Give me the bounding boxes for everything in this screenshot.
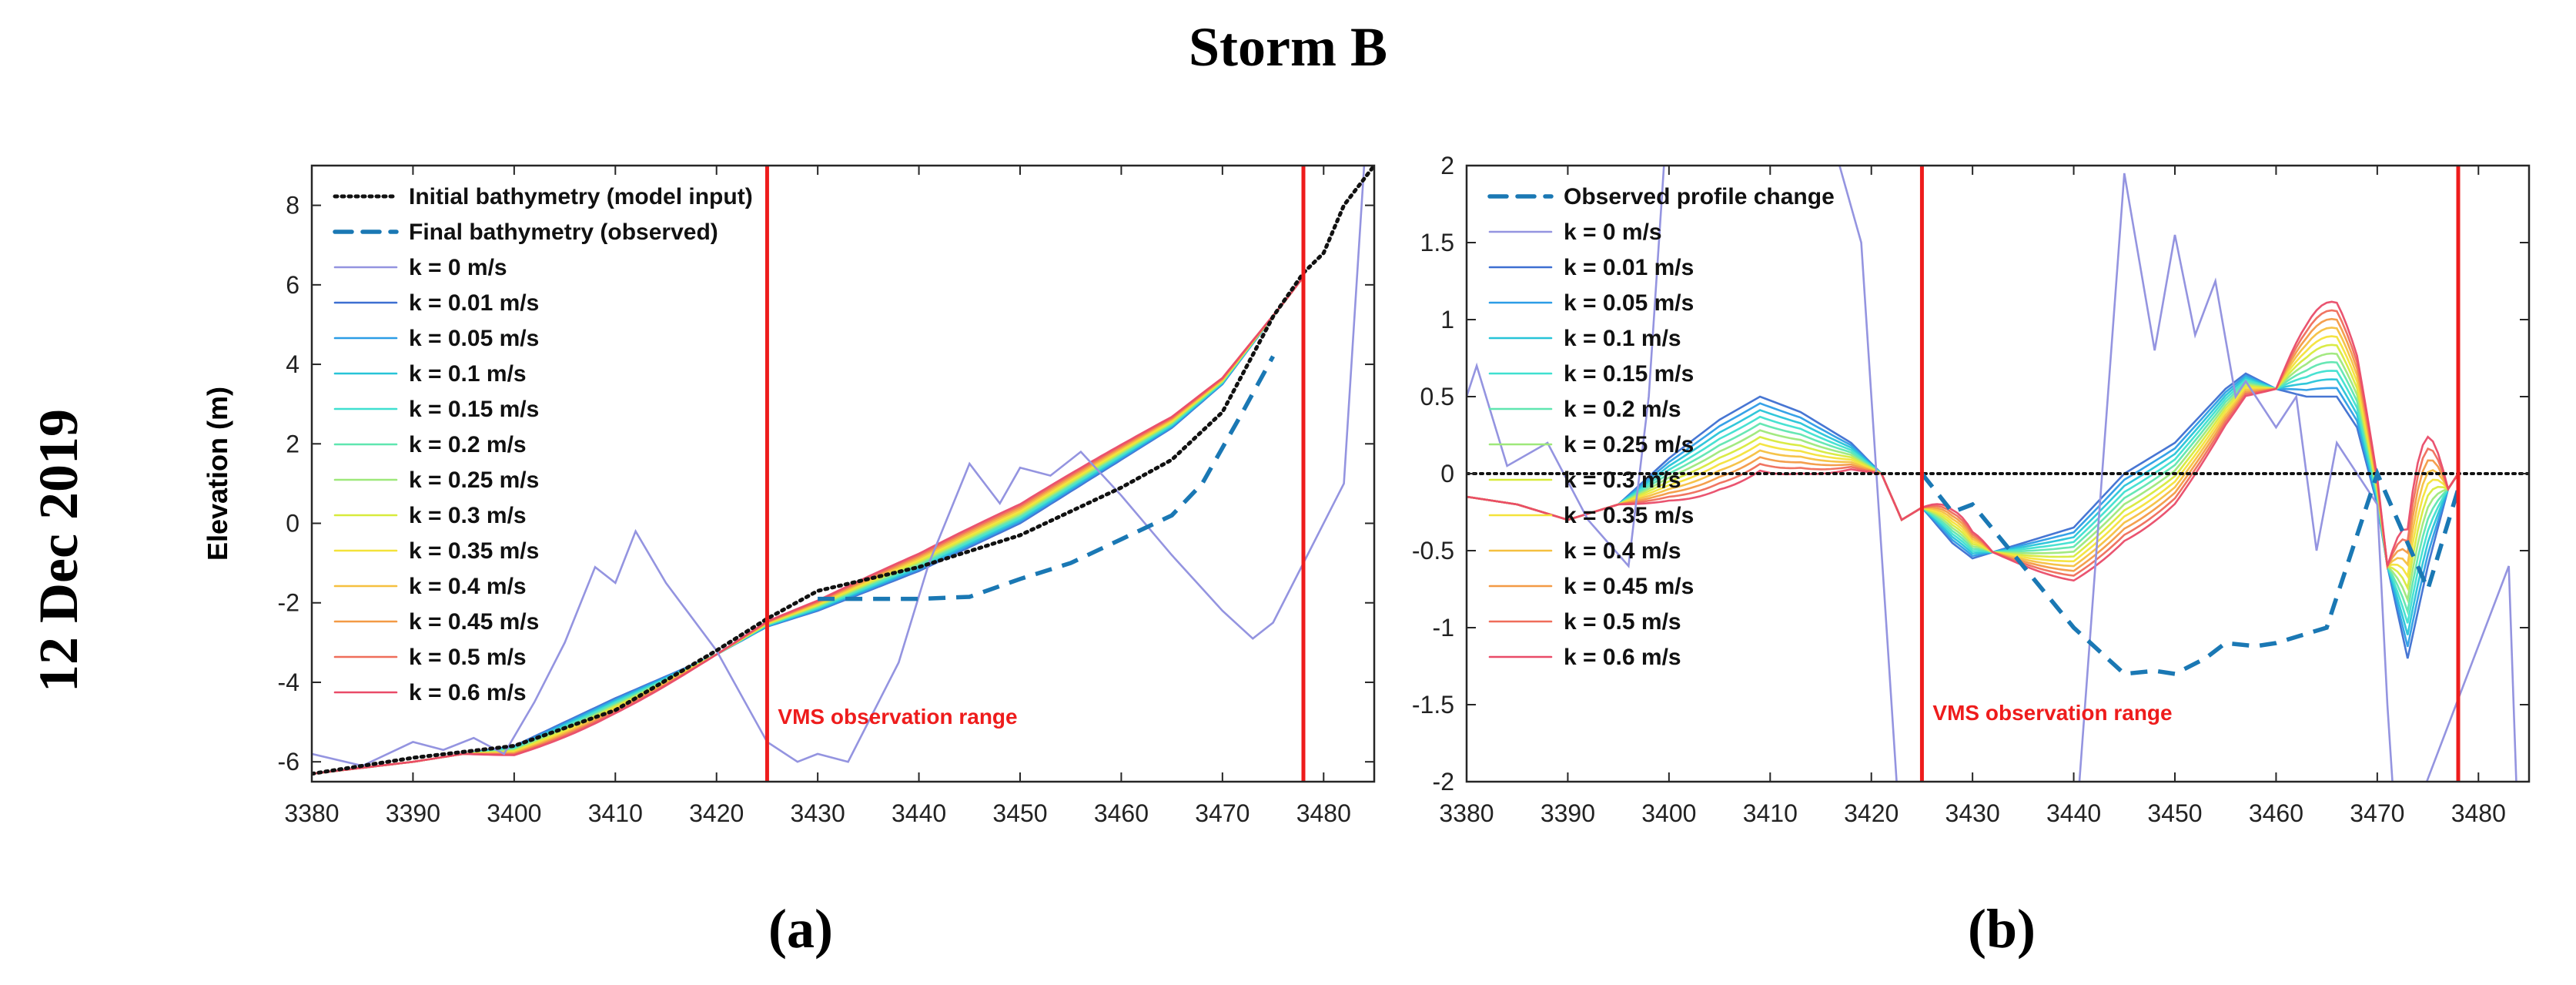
series-line-k11 [1467,309,2460,577]
legend-label-k4: k = 0.15 m/s [1564,361,1694,387]
figure-title: Storm B [1189,16,1387,78]
initial-bathymetry-line [312,166,1374,776]
vms-annotation: VMS observation range [778,705,1017,729]
y-tick-label--1.5: -1.5 [1412,691,1454,719]
x-tick-label-3430: 3430 [791,799,845,827]
series-line-k0 [1467,166,2517,782]
legend-label-k9: k = 0.4 m/s [409,574,527,599]
y-tick-label-8: 8 [286,192,299,219]
x-tick-label-3390: 3390 [1541,799,1595,827]
legend-label-k12: k = 0.6 m/s [409,680,527,705]
panel-a: VMS observation range 3380 3390 3400 3410 342… [202,164,1376,827]
axes-box [310,164,1376,783]
legend-label-k1: k = 0.01 m/s [409,290,539,316]
y-tick-label-1: 1 [1440,306,1454,333]
x-tick-label-3410: 3410 [1743,799,1798,827]
legend-label-observed: Observed profile change [1564,184,1835,209]
vms-annotation: VMS observation range [1932,701,2172,725]
observed-line [1920,467,2461,676]
legend-label-k4: k = 0.15 m/s [409,397,539,422]
series-line-k9 [1467,327,2460,568]
row-label: 12 Dec 2019 [28,409,89,692]
legend-label-k2: k = 0.05 m/s [409,326,539,351]
y-tick-label--0.5: -0.5 [1412,537,1454,565]
legend-label-k7: k = 0.3 m/s [409,503,527,528]
x-tick-label-3400: 3400 [487,799,541,827]
series-line-k0 [312,166,1366,767]
x-tick-label-3470: 3470 [1195,799,1250,827]
legend-label-k3: k = 0.1 m/s [1564,326,1681,351]
x-tick-label-3430: 3430 [1945,799,2000,827]
legend: Observed profile change k = 0 m/s k = 0.01… [1487,184,1835,670]
y-tick-label--4: -4 [278,668,299,696]
x-tick-label-3460: 3460 [2249,799,2303,827]
final-line [818,355,1276,601]
y-tick-label-2: 2 [1440,152,1454,179]
x-tick-label-3400: 3400 [1641,799,1696,827]
x-tick-label-3380: 3380 [284,799,339,827]
series-line-k12 [312,276,1305,775]
x-tick-label-3420: 3420 [689,799,744,827]
panel-a-label: (a) [768,898,833,960]
series-line-k12 [1467,300,2460,582]
legend-label-k2: k = 0.05 m/s [1564,290,1694,316]
legend-label-final: Final bathymetry (observed) [409,219,718,245]
series-line-k6 [1467,352,2460,604]
x-tick-label-3450: 3450 [2147,799,2202,827]
legend-label-k5: k = 0.2 m/s [1564,397,1681,422]
legend-label-k1: k = 0.01 m/s [1564,255,1694,280]
x-tick-label-3480: 3480 [1296,799,1351,827]
y-tick-label-1.5: 1.5 [1420,229,1454,256]
data-layer [312,166,1374,776]
y-tick-label--2: -2 [1433,768,1454,796]
y-tick-label-0: 0 [286,510,299,538]
legend-label-k3: k = 0.1 m/s [409,361,527,387]
x-tick-label-3480: 3480 [2451,799,2506,827]
legend-label-k10: k = 0.45 m/s [409,609,539,635]
legend-label-k7: k = 0.3 m/s [1564,467,1681,493]
legend-label-initial: Initial bathymetry (model input) [409,184,753,209]
x-tick-label-3420: 3420 [1844,799,1899,827]
plot-area [312,166,1374,782]
data-layer [1467,166,2529,782]
y-tick-label-2: 2 [286,430,299,457]
x-tick-label-3440: 3440 [2046,799,2101,827]
x-tick-label-3440: 3440 [892,799,946,827]
y-tick-label--1: -1 [1433,614,1454,642]
legend-label-k12: k = 0.6 m/s [1564,645,1681,670]
legend-label-k10: k = 0.45 m/s [1564,574,1694,599]
legend-label-k8: k = 0.35 m/s [409,538,539,564]
y-axis-label: Elevation (m) [202,387,233,561]
y-tick-label--6: -6 [278,748,299,776]
legend-label-k6: k = 0.25 m/s [409,467,539,493]
x-tick-label-3390: 3390 [386,799,440,827]
legend-label-k0: k = 0 m/s [409,255,507,280]
panel-b: VMS observation range 3380 3390 3400 3410 342… [1412,152,2531,827]
x-tick-label-3470: 3470 [2350,799,2404,827]
legend-label-k5: k = 0.2 m/s [409,432,527,457]
x-tick-label-3410: 3410 [588,799,643,827]
legend-label-k0: k = 0 m/s [1564,219,1662,245]
x-tick-label-3380: 3380 [1439,799,1494,827]
panel-b-label: (b) [1968,898,2036,960]
legend-label-k11: k = 0.5 m/s [1564,609,1681,635]
y-tick-label--2: -2 [278,589,299,617]
legend-label-k9: k = 0.4 m/s [1564,538,1681,564]
y-tick-label-4: 4 [286,350,299,378]
y-tick-label-0: 0 [1440,460,1454,487]
series-line-k10 [1467,317,2460,572]
legend-label-k11: k = 0.5 m/s [409,645,527,670]
y-tick-label-6: 6 [286,271,299,299]
legend-label-k6: k = 0.25 m/s [1564,432,1694,457]
y-tick-label-0.5: 0.5 [1420,383,1454,410]
x-tick-label-3450: 3450 [992,799,1047,827]
legend: Initial bathymetry (model input) Final ba… [333,184,753,705]
legend-label-k8: k = 0.35 m/s [1564,503,1694,528]
x-tick-label-3460: 3460 [1094,799,1149,827]
series-line-k7 [1467,343,2460,591]
series-line-k8 [1467,335,2460,579]
